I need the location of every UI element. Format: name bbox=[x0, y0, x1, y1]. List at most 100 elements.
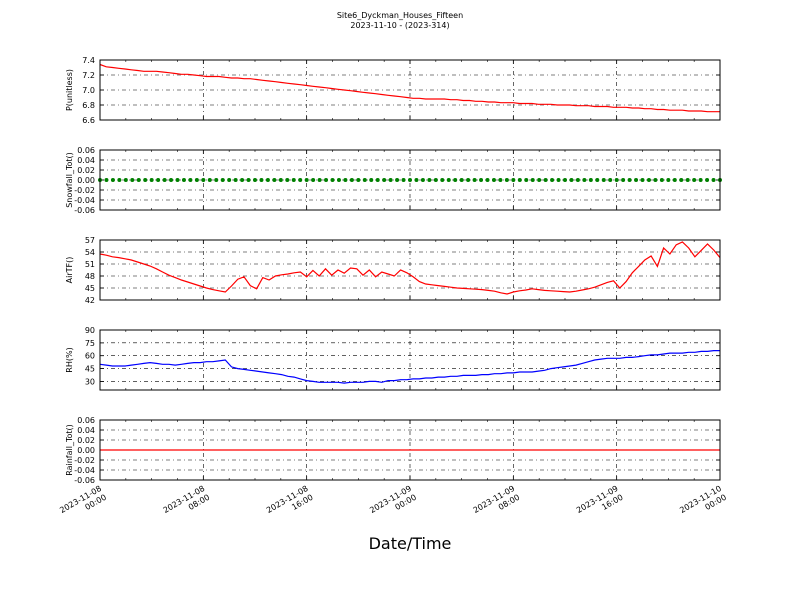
data-point bbox=[259, 178, 264, 182]
y-tick-label: 0.04 bbox=[77, 426, 95, 435]
data-point bbox=[550, 178, 555, 182]
data-point bbox=[446, 178, 451, 182]
plot-frame bbox=[99, 149, 721, 211]
data-point bbox=[414, 178, 419, 182]
data-point bbox=[472, 178, 477, 182]
data-point bbox=[588, 178, 593, 182]
y-tick-label: 6.8 bbox=[82, 101, 95, 110]
data-point bbox=[666, 178, 671, 182]
data-point bbox=[272, 178, 277, 182]
data-point bbox=[324, 178, 329, 182]
x-axis-title: Date/Time bbox=[368, 534, 452, 553]
data-point bbox=[627, 178, 632, 182]
series-line bbox=[99, 350, 720, 384]
data-point bbox=[614, 178, 619, 182]
data-point bbox=[459, 178, 464, 182]
y-tick-label: -0.02 bbox=[74, 456, 95, 465]
y-tick-label: -0.04 bbox=[74, 466, 95, 475]
y-tick-label: 42 bbox=[85, 296, 95, 305]
data-point bbox=[524, 178, 529, 182]
y-tick-label: 51 bbox=[85, 260, 95, 269]
data-point bbox=[375, 178, 380, 182]
data-point bbox=[408, 178, 412, 182]
data-point bbox=[149, 178, 154, 182]
data-point bbox=[169, 178, 174, 182]
data-point bbox=[543, 178, 548, 182]
data-point bbox=[285, 178, 290, 182]
y-tick-label: 0.06 bbox=[77, 416, 95, 425]
y-tick-label: 45 bbox=[85, 365, 95, 374]
data-point bbox=[479, 178, 484, 182]
data-point bbox=[175, 178, 180, 182]
data-point bbox=[692, 178, 697, 182]
y-tick-label: -0.04 bbox=[74, 196, 95, 205]
data-point bbox=[685, 178, 690, 182]
y-tick-label: 0.02 bbox=[77, 166, 95, 175]
y-axis-label: Rainfall_Tot() bbox=[65, 424, 74, 476]
data-point bbox=[595, 178, 600, 182]
plot-frame bbox=[99, 239, 721, 301]
data-point bbox=[511, 178, 516, 182]
data-point bbox=[575, 178, 580, 182]
y-tick-label: 48 bbox=[85, 272, 95, 281]
data-point bbox=[504, 178, 509, 182]
data-point bbox=[356, 178, 361, 182]
data-point bbox=[369, 178, 374, 182]
data-point bbox=[427, 178, 432, 182]
data-point bbox=[349, 178, 354, 182]
data-point bbox=[104, 178, 109, 182]
data-point bbox=[453, 178, 458, 182]
data-point bbox=[433, 178, 438, 182]
data-point bbox=[227, 178, 232, 182]
data-point bbox=[491, 178, 496, 182]
y-tick-label: 0.00 bbox=[77, 446, 95, 455]
y-axis-label: AirTF() bbox=[65, 257, 74, 284]
data-point bbox=[672, 178, 677, 182]
data-point bbox=[420, 178, 425, 182]
data-point bbox=[291, 178, 296, 182]
data-point bbox=[201, 178, 206, 182]
data-point bbox=[136, 178, 141, 182]
data-point bbox=[556, 178, 561, 182]
y-axis-label: Snowfall_Tot() bbox=[65, 152, 74, 208]
data-point bbox=[156, 178, 161, 182]
y-tick-label: 54 bbox=[85, 248, 95, 257]
data-point bbox=[582, 178, 587, 182]
data-point bbox=[194, 178, 199, 182]
y-axis-label: RH(%) bbox=[65, 347, 74, 372]
data-point bbox=[563, 178, 567, 182]
data-point bbox=[162, 178, 167, 182]
data-point bbox=[304, 178, 309, 182]
y-tick-label: 75 bbox=[85, 339, 95, 348]
data-point bbox=[317, 178, 322, 182]
data-point bbox=[278, 178, 283, 182]
plot-frame bbox=[99, 329, 721, 391]
data-point bbox=[298, 178, 303, 182]
y-tick-label: 7.0 bbox=[82, 86, 95, 95]
data-point bbox=[653, 178, 658, 182]
data-point bbox=[117, 178, 122, 182]
chart-title: Site6_Dyckman_Houses_Fifteen bbox=[336, 11, 464, 20]
data-point bbox=[466, 178, 471, 182]
data-point bbox=[530, 178, 535, 182]
y-tick-label: 90 bbox=[85, 326, 95, 335]
series-line bbox=[99, 63, 720, 113]
y-axis-label: P(unitless) bbox=[65, 69, 74, 111]
data-point bbox=[188, 178, 193, 182]
data-point bbox=[646, 178, 651, 182]
data-point bbox=[311, 178, 316, 182]
y-tick-label: 45 bbox=[85, 284, 95, 293]
data-point bbox=[214, 178, 219, 182]
y-tick-label: 0.04 bbox=[77, 156, 95, 165]
y-tick-label: -0.02 bbox=[74, 186, 95, 195]
y-tick-label: 60 bbox=[85, 352, 95, 361]
data-point bbox=[240, 178, 245, 182]
data-point bbox=[382, 178, 387, 182]
